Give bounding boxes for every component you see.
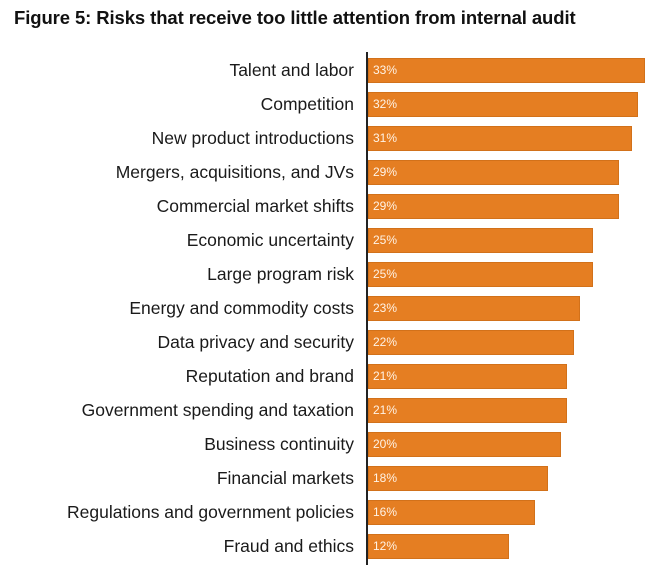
bar	[368, 296, 581, 321]
bar	[368, 330, 574, 355]
bar-value-label: 12%	[373, 539, 398, 553]
category-label: Data privacy and security	[157, 332, 354, 352]
bar-value-label: 29%	[373, 165, 398, 179]
category-label: Mergers, acquisitions, and JVs	[115, 162, 354, 182]
bar	[368, 92, 639, 117]
bar	[368, 500, 535, 525]
bar	[368, 228, 593, 253]
bar-value-label: 18%	[373, 471, 398, 485]
bar-value-label: 20%	[373, 437, 398, 451]
bar-value-label: 21%	[373, 403, 398, 417]
category-label: Competition	[260, 94, 354, 114]
bar	[368, 534, 509, 559]
category-label: Economic uncertainty	[186, 230, 354, 250]
bar	[368, 126, 632, 151]
bar	[368, 160, 619, 185]
bar-value-label: 33%	[373, 63, 398, 77]
bar-value-label: 23%	[373, 301, 398, 315]
category-axis-line	[366, 52, 368, 565]
bar	[368, 194, 619, 219]
bar-value-label: 32%	[373, 97, 398, 111]
chart-title: Figure 5: Risks that receive too little …	[14, 7, 576, 28]
category-label: Fraud and ethics	[223, 536, 354, 556]
bar	[368, 262, 593, 287]
bar	[368, 58, 645, 83]
category-label: Commercial market shifts	[156, 196, 354, 216]
bar	[368, 398, 568, 423]
bar-value-label: 25%	[373, 267, 398, 281]
bar-value-label: 22%	[373, 335, 398, 349]
bar-value-label: 21%	[373, 369, 398, 383]
category-label: Regulations and government policies	[67, 502, 354, 522]
bar-value-label: 16%	[373, 505, 398, 519]
category-label: Large program risk	[207, 264, 354, 284]
bar-value-label: 31%	[373, 131, 398, 145]
category-label: Talent and labor	[229, 60, 354, 80]
category-label: Reputation and brand	[185, 366, 354, 386]
category-label: New product introductions	[151, 128, 354, 148]
bar	[368, 432, 561, 457]
category-label: Government spending and taxation	[81, 400, 354, 420]
category-label: Business continuity	[204, 434, 354, 454]
bar	[368, 364, 568, 389]
bar	[368, 466, 548, 491]
bar-value-label: 29%	[373, 199, 398, 213]
bar-value-label: 25%	[373, 233, 398, 247]
category-label: Financial markets	[216, 468, 354, 488]
category-label: Energy and commodity costs	[129, 298, 354, 318]
